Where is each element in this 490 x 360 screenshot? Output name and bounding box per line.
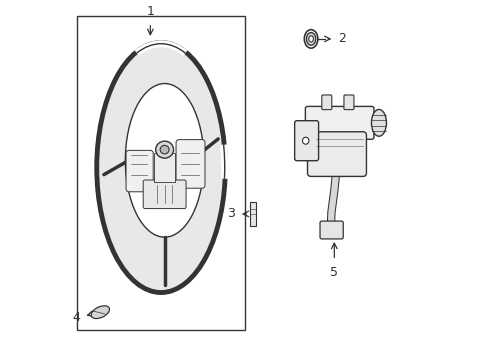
- FancyBboxPatch shape: [305, 107, 374, 139]
- FancyBboxPatch shape: [320, 221, 343, 239]
- Ellipse shape: [371, 109, 387, 136]
- FancyBboxPatch shape: [294, 121, 319, 161]
- Text: 1: 1: [147, 5, 154, 18]
- Ellipse shape: [306, 32, 316, 45]
- FancyBboxPatch shape: [176, 140, 205, 188]
- Text: 2: 2: [338, 32, 346, 45]
- Ellipse shape: [91, 306, 109, 319]
- Ellipse shape: [156, 141, 173, 158]
- Ellipse shape: [309, 36, 314, 42]
- Text: 5: 5: [330, 266, 338, 279]
- Bar: [77, 16, 245, 330]
- Ellipse shape: [125, 84, 204, 237]
- FancyBboxPatch shape: [322, 95, 332, 110]
- FancyBboxPatch shape: [126, 150, 153, 192]
- Ellipse shape: [160, 145, 169, 154]
- Ellipse shape: [304, 30, 318, 48]
- FancyBboxPatch shape: [344, 95, 354, 110]
- Ellipse shape: [302, 137, 309, 144]
- Bar: [249, 202, 256, 226]
- Ellipse shape: [97, 42, 225, 293]
- Text: 4: 4: [73, 311, 81, 324]
- FancyBboxPatch shape: [143, 180, 186, 208]
- Text: 3: 3: [227, 207, 235, 220]
- FancyBboxPatch shape: [308, 132, 367, 176]
- FancyBboxPatch shape: [154, 153, 175, 182]
